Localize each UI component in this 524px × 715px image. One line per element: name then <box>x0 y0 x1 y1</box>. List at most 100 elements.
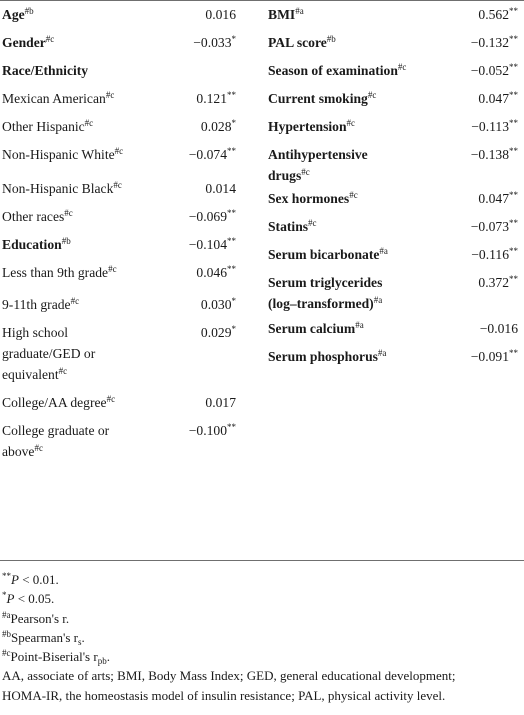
significance-marker: ** <box>227 264 236 274</box>
row-label-line: Non-Hispanic Black#c <box>2 180 122 197</box>
footnote-pearson: #aPearson's r. <box>2 609 70 626</box>
row-label: Hypertension#c <box>268 118 436 136</box>
row-label-line: BMI#a <box>268 6 304 23</box>
footnote-marker: #c <box>34 443 43 453</box>
significance-marker: ** <box>227 146 236 156</box>
row-label-line: equivalent#c <box>2 366 68 383</box>
correlation-value: 0.028* <box>200 118 236 135</box>
correlation-value: −0.052** <box>470 62 518 79</box>
correlation-value: −0.100** <box>188 422 236 439</box>
footnote-marker: #c <box>349 190 358 200</box>
footnote-marker: #b <box>61 236 71 246</box>
left-row-other-races: Other races#c −0.069** <box>0 208 262 236</box>
row-label: High school graduate/GED or equivalent#c <box>2 324 177 384</box>
row-label: Non-Hispanic Black#c <box>2 180 177 198</box>
row-label: Other races#c <box>2 208 177 226</box>
significance-marker: ** <box>509 90 518 100</box>
footnote-marker: #a <box>373 295 383 305</box>
row-label: Current smoking#c <box>268 90 436 108</box>
row-label-line: College graduate or <box>2 423 110 438</box>
footnote-marker: #b <box>326 34 336 44</box>
correlation-value: 0.016 <box>205 7 236 22</box>
row-label-line: graduate/GED or <box>2 346 96 361</box>
row-label-line: Serum calcium#a <box>268 320 364 337</box>
row-label-line: 9-11th grade#c <box>2 296 80 313</box>
row-label: 9-11th grade#c <box>2 296 177 314</box>
significance-marker: * <box>231 296 237 306</box>
significance-marker: * <box>231 324 237 334</box>
footnote-marker: #c <box>108 264 117 274</box>
footnote-p005: *P < 0.05. <box>2 590 55 607</box>
footnote-marker: #c <box>84 118 94 128</box>
correlation-value: −0.113** <box>471 118 518 135</box>
left-row-9-11th-grade: 9-11th grade#c 0.030* <box>0 296 262 324</box>
row-label-line: Antihypertensive <box>268 147 368 162</box>
footnote-marker: #c <box>114 146 124 156</box>
correlation-value: −0.074** <box>188 146 236 163</box>
correlation-value: 0.014 <box>205 181 236 196</box>
significance-marker: ** <box>509 348 518 358</box>
row-label: Serum calcium#a <box>268 320 436 338</box>
row-label-line: Age#b <box>2 6 34 23</box>
row-label: Education#b <box>2 236 177 254</box>
footnote-marker: #a <box>355 320 364 330</box>
row-label-line: drugs#c <box>268 167 310 184</box>
footnote-point-biserial: #cPoint-Biserial's rpb. <box>2 648 110 667</box>
right-column: BMI#a 0.562** PAL score#b −0.132** Season of… <box>268 6 524 376</box>
left-row-non-hispanic-black: Non-Hispanic Black#c 0.014 <box>0 180 262 208</box>
significance-marker: ** <box>509 218 518 228</box>
right-row-hypertension: Hypertension#c −0.113** <box>268 118 524 146</box>
row-label-line: Other Hispanic#c <box>2 118 94 135</box>
footnote-marker: #c <box>346 118 356 128</box>
significance-marker: ** <box>509 146 518 156</box>
row-label-line: Other races#c <box>2 208 73 225</box>
row-label-line: Non-Hispanic White#c <box>2 146 124 163</box>
correlation-value: −0.069** <box>188 208 236 225</box>
significance-marker: ** <box>227 236 236 246</box>
footnote-marker: #c <box>113 180 122 190</box>
row-label-line: Mexican American#c <box>2 90 115 107</box>
right-row-bmi: BMI#a 0.562** <box>268 6 524 34</box>
correlation-value: 0.562** <box>478 6 518 23</box>
left-row-gender: Gender#c −0.033* <box>0 34 262 62</box>
footnote-marker: #c <box>58 366 68 376</box>
correlation-value: −0.016 <box>479 321 518 336</box>
footnote-abbreviations-2: HOMA-IR, the homeostasis model of insuli… <box>2 687 446 703</box>
significance-marker: ** <box>509 274 518 284</box>
row-label: Race/Ethnicity <box>2 62 177 80</box>
right-row-pal-score: PAL score#b −0.132** <box>268 34 524 62</box>
correlation-value: 0.046** <box>196 264 236 281</box>
row-label-line: Statins#c <box>268 218 317 235</box>
correlation-value: 0.372** <box>478 274 518 291</box>
row-label: Non-Hispanic White#c <box>2 146 177 164</box>
right-row-statins: Statins#c −0.073** <box>268 218 524 246</box>
footnote-marker: #c <box>64 208 73 218</box>
correlation-value: −0.138** <box>470 146 518 163</box>
footnote-marker: #c <box>308 218 317 228</box>
row-label: Serum bicarbonate#a <box>268 246 436 264</box>
footnote-marker: #c <box>301 167 310 177</box>
correlation-value: −0.132** <box>470 34 518 51</box>
correlation-value: −0.116** <box>471 246 518 263</box>
correlation-value: 0.121** <box>196 90 236 107</box>
row-label-line: Current smoking#c <box>268 90 377 107</box>
footnote-marker: #c <box>367 90 377 100</box>
correlation-value: 0.047** <box>478 190 518 207</box>
row-label-line: Serum triglycerides <box>268 275 383 290</box>
significance-marker: ** <box>227 90 236 100</box>
right-row-serum-bicarbonate: Serum bicarbonate#a −0.116** <box>268 246 524 274</box>
footnote-marker: #c <box>105 90 115 100</box>
row-label: Antihypertensive drugs#c <box>268 146 436 185</box>
footnote-marker: #b <box>24 6 34 16</box>
left-column: Age#b 0.016 Gender#c −0.033* Race/Ethnicity M… <box>0 6 262 468</box>
left-row-less-than-9th-grade: Less than 9th grade#c 0.046** <box>0 264 262 296</box>
left-row-age: Age#b 0.016 <box>0 6 262 34</box>
row-label: Serum phosphorus#a <box>268 348 436 366</box>
correlation-value: 0.030* <box>200 296 237 313</box>
row-label: PAL score#b <box>268 34 436 52</box>
row-label: College/AA degree#c <box>2 394 177 412</box>
correlation-value: 0.029* <box>200 324 237 341</box>
footnote-marker: #a <box>379 246 388 256</box>
row-label: Serum triglycerides (log–transformed)#a <box>268 274 436 313</box>
significance-marker: ** <box>509 190 518 200</box>
